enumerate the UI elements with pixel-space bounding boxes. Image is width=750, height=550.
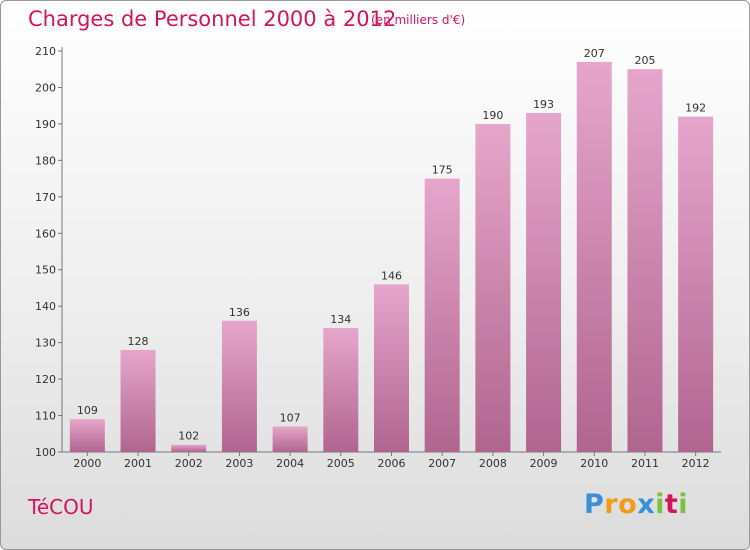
logo-letter: o <box>618 489 638 520</box>
bars: 109 128 102 136 107 134 146 175 190 193 207 205 192 <box>69 47 714 453</box>
value-label-2010: 207 <box>584 47 605 60</box>
value-label-2006: 146 <box>381 269 402 282</box>
bar-2002 <box>171 444 207 452</box>
commune-name: TéCOU <box>28 495 94 519</box>
value-label-2007: 175 <box>432 164 453 177</box>
y-tick-label: 150 <box>35 264 56 277</box>
x-tick-label-2002: 2002 <box>175 457 203 470</box>
value-label-2002: 102 <box>178 430 199 443</box>
y-tick-label: 120 <box>35 373 56 386</box>
y-tick-label: 210 <box>35 45 56 58</box>
bar-2006 <box>374 284 409 452</box>
x-axis: 2000 2001 2002 2003 2004 2005 2006 2007 2008 2009… <box>62 451 721 470</box>
x-tick-label-2008: 2008 <box>479 457 507 470</box>
bar-2008 <box>475 123 511 452</box>
x-tick-label-2003: 2003 <box>225 457 253 470</box>
y-tick-label: 100 <box>35 446 56 459</box>
bar-2012 <box>678 116 714 453</box>
value-label-2009: 193 <box>533 98 554 111</box>
bar-2005 <box>323 328 359 452</box>
x-tick-label-2000: 2000 <box>73 457 101 470</box>
logo-letter: x <box>637 489 656 520</box>
logo-letter: r <box>604 489 619 520</box>
x-tick-label-2012: 2012 <box>682 457 710 470</box>
y-tick-label: 130 <box>35 337 56 350</box>
x-tick-label-2010: 2010 <box>580 457 608 470</box>
value-label-2011: 205 <box>634 54 655 67</box>
y-tick-label: 170 <box>35 191 56 204</box>
y-tick-label: 190 <box>35 118 56 131</box>
value-label-2001: 128 <box>128 335 149 348</box>
logo-letter: i <box>655 489 665 520</box>
logo-letter: t <box>664 489 679 520</box>
y-axis: 100 110 120 130 140 150 160 170 180 190 200 210 <box>35 45 63 459</box>
chart-title: Charges de Personnel 2000 à 2012 <box>28 7 397 31</box>
chart-unit: (en milliers d'€) <box>371 13 466 27</box>
logo-letter: P <box>584 489 605 520</box>
value-label-2005: 134 <box>330 313 351 326</box>
proxiti-logo[interactable]: Proxiti <box>584 489 688 520</box>
bar-2003 <box>221 320 257 452</box>
bar-2009 <box>526 112 562 453</box>
value-label-2004: 107 <box>280 411 301 424</box>
bar-2011 <box>627 69 663 453</box>
value-label-2000: 109 <box>77 404 98 417</box>
x-tick-label-2009: 2009 <box>530 457 558 470</box>
value-label-2003: 136 <box>229 306 250 319</box>
logo-letter: i <box>678 489 689 520</box>
value-label-2012: 192 <box>685 102 706 115</box>
bar-2004 <box>272 426 308 452</box>
x-tick-label-2006: 2006 <box>378 457 406 470</box>
y-tick-label: 110 <box>35 410 56 423</box>
y-tick-label: 160 <box>35 227 56 240</box>
bar-2000 <box>69 419 105 452</box>
bar-2007 <box>424 178 460 452</box>
y-tick-label: 200 <box>35 81 56 94</box>
y-tick-label: 140 <box>35 300 56 313</box>
x-tick-label-2005: 2005 <box>327 457 355 470</box>
value-label-2008: 190 <box>482 109 503 122</box>
x-tick-label-2004: 2004 <box>276 457 304 470</box>
bar-2010 <box>576 61 612 452</box>
bar-2001 <box>120 349 156 452</box>
x-tick-label-2001: 2001 <box>124 457 152 470</box>
x-tick-label-2007: 2007 <box>428 457 456 470</box>
y-tick-label: 180 <box>35 154 56 167</box>
x-tick-label-2011: 2011 <box>631 457 659 470</box>
